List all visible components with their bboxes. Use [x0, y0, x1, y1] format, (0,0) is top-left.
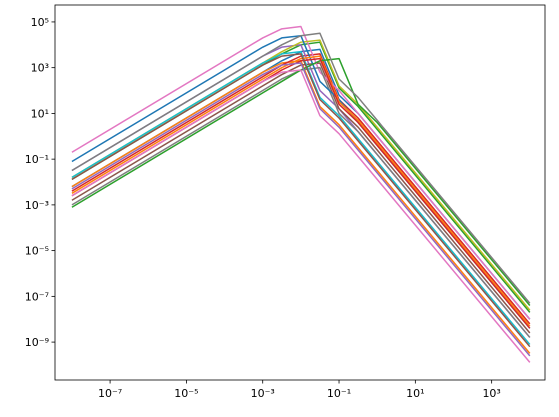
series-line — [71, 50, 531, 345]
x-tick-label: 10⁻¹ — [327, 387, 351, 400]
series-line — [71, 48, 531, 320]
x-tick-label: 10³ — [482, 387, 500, 400]
series-line — [71, 60, 531, 354]
x-tick-label: 10⁻³ — [251, 387, 275, 400]
x-tick-label: 10⁻⁷ — [98, 387, 122, 400]
series-line — [71, 44, 531, 338]
series-line — [71, 53, 531, 348]
y-tick-label: 10⁻⁷ — [25, 290, 49, 303]
x-tick-label: 10¹ — [406, 387, 424, 400]
y-tick-label: 10⁻³ — [25, 199, 49, 212]
series-line — [71, 55, 531, 327]
series-line — [71, 25, 531, 320]
y-tick-label: 10³ — [31, 62, 49, 75]
axes-frame — [54, 4, 546, 381]
plot-area — [71, 25, 531, 363]
y-tick-label: 10⁵ — [31, 16, 49, 29]
y-tick-label: 10⁻¹ — [25, 153, 49, 166]
series-line — [71, 62, 531, 357]
y-tick-label: 10⁻⁹ — [25, 336, 49, 349]
y-tick-label: 10¹ — [31, 107, 49, 120]
y-tick-label: 10⁻⁵ — [25, 245, 49, 258]
series-line — [71, 57, 531, 306]
series-line — [71, 69, 531, 363]
x-tick-label: 10⁻⁵ — [174, 387, 198, 400]
series-line — [71, 57, 531, 329]
series-line — [71, 53, 531, 325]
series-line — [71, 66, 531, 338]
series-line — [71, 34, 531, 329]
series-line — [71, 39, 531, 311]
series-line — [71, 62, 531, 334]
series-line — [71, 32, 531, 304]
